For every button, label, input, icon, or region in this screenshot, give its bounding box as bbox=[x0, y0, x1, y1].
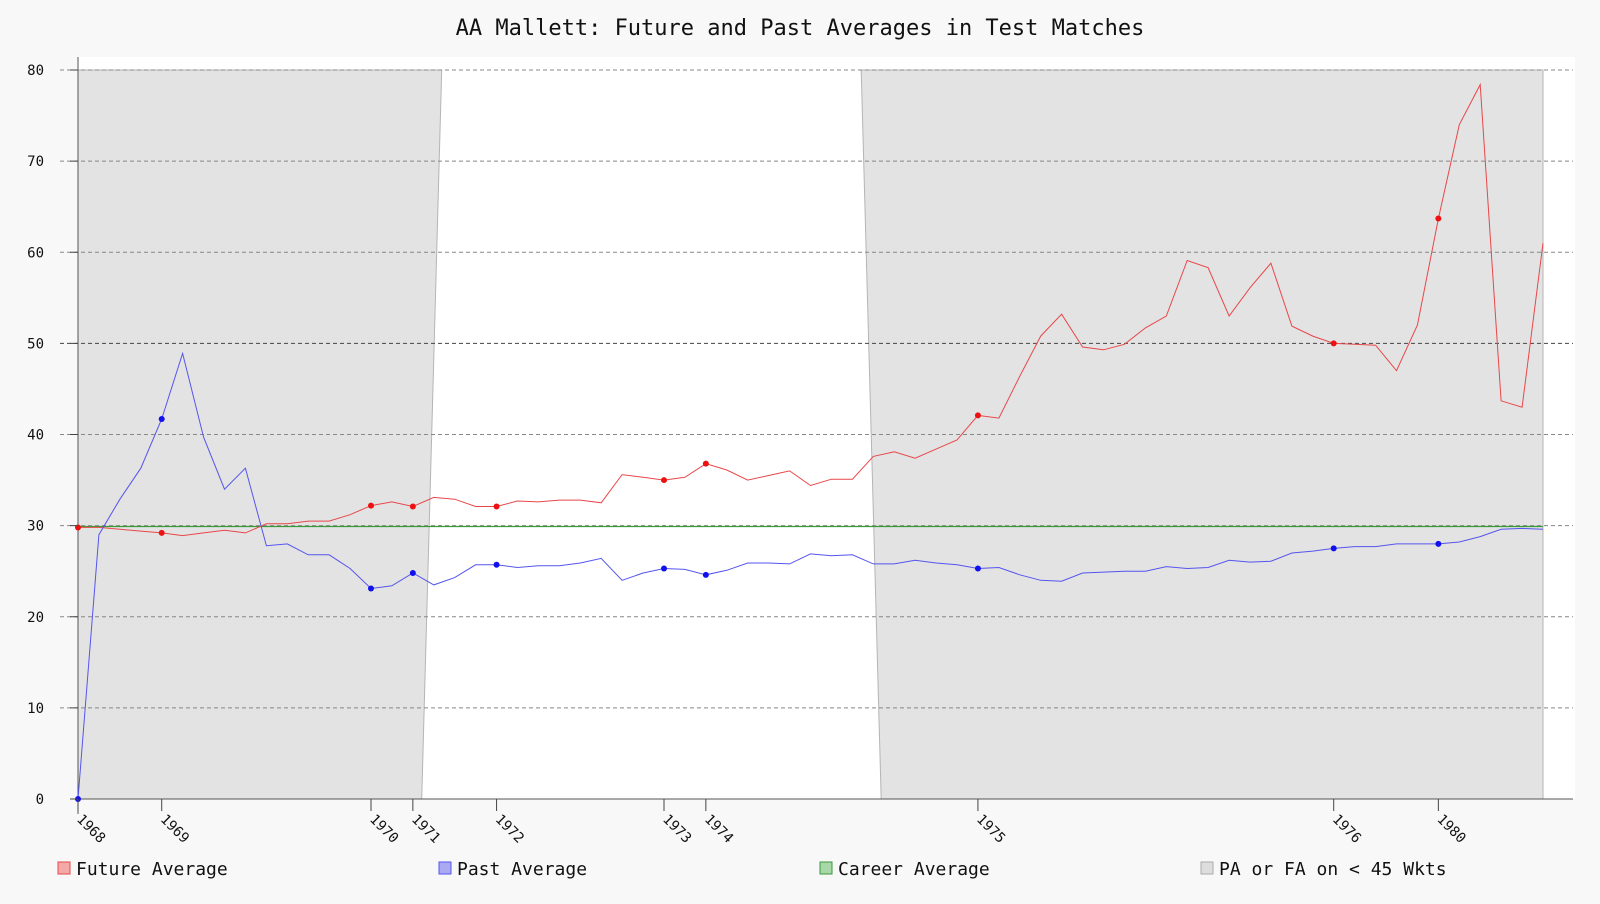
past-average-point bbox=[974, 565, 981, 572]
legend-label: Career Average bbox=[838, 859, 990, 880]
legend-swatch bbox=[57, 861, 71, 875]
grid-lines bbox=[60, 69, 1573, 709]
future-average-point bbox=[661, 477, 667, 484]
y-tick-label: 10 bbox=[27, 701, 44, 717]
series-markers bbox=[75, 215, 1442, 802]
y-tick-label: 20 bbox=[27, 610, 44, 626]
legend-label: PA or FA on < 45 Wkts bbox=[1219, 859, 1447, 880]
legend-swatch bbox=[438, 861, 452, 875]
y-tick-label: 40 bbox=[27, 428, 44, 444]
y-tick-label: 80 bbox=[27, 63, 44, 79]
future-average-point bbox=[493, 503, 500, 510]
past-average-point bbox=[158, 416, 165, 423]
legend-item: Future Average bbox=[57, 859, 228, 880]
y-tick-label: 60 bbox=[27, 245, 44, 261]
past-average-point bbox=[702, 571, 709, 578]
past-average-point bbox=[368, 585, 374, 592]
legend-item: PA or FA on < 45 Wkts bbox=[1200, 859, 1447, 880]
legend-swatch bbox=[819, 861, 833, 875]
past-average-line bbox=[77, 351, 1544, 800]
future-average-point bbox=[158, 529, 165, 536]
legend-item: Career Average bbox=[819, 859, 990, 880]
future-average-point bbox=[1330, 340, 1337, 347]
legend-label: Past Average bbox=[457, 859, 587, 880]
future-average-point bbox=[409, 503, 416, 510]
y-tick-label: 50 bbox=[27, 336, 44, 352]
series-lines bbox=[77, 82, 1544, 800]
past-average-point bbox=[1435, 540, 1442, 547]
future-average-point bbox=[1435, 215, 1442, 222]
legend-label: Future Average bbox=[76, 859, 228, 880]
y-tick-label: 30 bbox=[27, 519, 44, 535]
past-average-point bbox=[493, 561, 500, 568]
chart-title: AA Mallett: Future and Past Averages in … bbox=[456, 16, 1145, 41]
future-average-line bbox=[78, 82, 1544, 537]
past-average-point bbox=[1330, 545, 1337, 552]
future-average-point bbox=[368, 502, 374, 509]
future-average-point bbox=[702, 460, 709, 467]
past-average-point bbox=[409, 570, 416, 577]
y-tick-label: 0 bbox=[36, 792, 44, 808]
y-tick-label: 70 bbox=[27, 154, 44, 170]
legend-swatch bbox=[1200, 861, 1214, 875]
legend-item: Past Average bbox=[438, 859, 587, 880]
legend: Future Average Past Average Career Average… bbox=[57, 859, 1447, 880]
past-average-point bbox=[661, 565, 667, 572]
axes bbox=[77, 57, 1573, 814]
y-tick-labels: 0 10 20 30 40 50 60 70 80 bbox=[27, 63, 78, 808]
future-average-point bbox=[974, 412, 981, 419]
